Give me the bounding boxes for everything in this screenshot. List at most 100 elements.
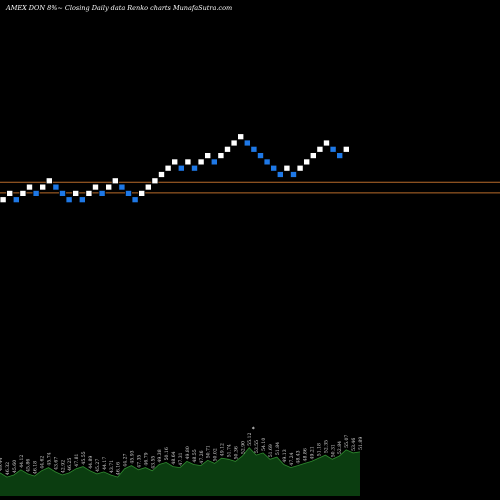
renko-bricks xyxy=(0,133,350,204)
renko-brick-up xyxy=(204,152,212,160)
volume-label: 46.32 xyxy=(5,462,11,475)
renko-brick-up xyxy=(0,196,7,204)
renko-brick-up xyxy=(72,189,80,197)
volume-label: 51.74 xyxy=(227,444,233,457)
volume-label: 43.67 xyxy=(53,457,59,470)
volume-area xyxy=(0,447,360,496)
renko-brick-up xyxy=(144,183,152,191)
volume-label: 47.24 xyxy=(289,452,295,465)
renko-brick-up xyxy=(39,183,47,191)
renko-brick-down xyxy=(125,189,133,197)
renko-brick-down xyxy=(336,152,344,160)
renko-brick-up xyxy=(223,145,231,153)
renko-brick-up xyxy=(151,177,159,185)
renko-brick-up xyxy=(197,158,205,166)
volume-label: 55.07 xyxy=(344,435,350,448)
renko-brick-down xyxy=(52,183,60,191)
volume-label: 54.10 xyxy=(261,438,267,451)
volume-label: 50.71 xyxy=(206,445,212,458)
volume-label: 50.02 xyxy=(213,448,219,461)
volume-label: 45.74 xyxy=(47,452,53,465)
volume-label: 45.55 xyxy=(81,451,87,464)
volume-label: 51.69 xyxy=(268,444,274,457)
renko-brick-down xyxy=(65,196,73,204)
volume-label: 51.18 xyxy=(317,443,323,456)
volume-label: 44.89 xyxy=(88,456,94,469)
renko-brick-down xyxy=(177,164,185,172)
renko-brick-down xyxy=(190,164,198,172)
volume-label: 46.16 xyxy=(116,462,122,475)
renko-brick-up xyxy=(19,189,27,197)
volume-label: 48.43 xyxy=(296,450,302,463)
volume-label: 50.36 xyxy=(233,446,239,459)
volume-label: 49.12 xyxy=(220,443,226,456)
volume-label: 47.31 xyxy=(178,452,184,465)
renko-brick-up xyxy=(6,189,14,197)
renko-brick-up xyxy=(342,145,350,153)
volume-label: 46.25 xyxy=(67,458,73,471)
renko-brick-down xyxy=(250,145,258,153)
renko-brick-down xyxy=(243,139,251,147)
volume-label: 53.55 xyxy=(254,440,260,453)
renko-brick-down xyxy=(289,171,297,178)
renko-brick-up xyxy=(283,164,291,172)
volume-label: 47.35 xyxy=(137,455,143,468)
renko-brick-up xyxy=(111,177,119,185)
renko-brick-down xyxy=(210,158,218,166)
volume-label: 48.55 xyxy=(192,449,198,462)
renko-brick-down xyxy=(78,196,86,204)
volume-label: 49.21 xyxy=(310,446,316,459)
volume-label: 49.13 xyxy=(282,449,288,462)
volume-label: 53.46 xyxy=(351,438,357,451)
renko-brick-up xyxy=(303,158,311,166)
volume-label: 46.18 xyxy=(33,461,39,474)
renko-brick-down xyxy=(329,145,337,153)
renko-brick-up xyxy=(85,189,93,197)
renko-brick-up xyxy=(217,152,225,160)
volume-label: 44.27 xyxy=(123,453,129,466)
volume-label: 45.86 xyxy=(26,459,32,472)
renko-brick-up xyxy=(237,133,245,141)
renko-brick-up xyxy=(138,189,146,197)
volume-label: 42.92 xyxy=(60,460,66,473)
renko-brick-down xyxy=(131,196,139,204)
renko-brick-up xyxy=(45,177,53,185)
renko-brick-up xyxy=(105,183,113,191)
renko-brick-down xyxy=(270,164,278,172)
renko-brick-down xyxy=(59,189,67,197)
reference-lines xyxy=(0,181,500,194)
volume-label: 45.27 xyxy=(95,459,101,472)
volume-label: 52.35 xyxy=(323,440,329,453)
volume-label: 49.38 xyxy=(157,449,163,462)
volume-label: 46.79 xyxy=(143,452,149,465)
renko-brick-up xyxy=(171,158,179,166)
volume-label: 43.71 xyxy=(109,460,115,473)
volume-label: 45.93 xyxy=(130,450,136,463)
volume-label: 49.80 xyxy=(185,446,191,459)
volume-label: 51.89 xyxy=(358,437,364,450)
renko-brick-up xyxy=(230,139,238,147)
renko-brick-down xyxy=(256,152,264,160)
peak-marker: * xyxy=(252,426,255,433)
volume-label: 43.55 xyxy=(150,456,156,469)
renko-brick-down xyxy=(276,171,284,178)
volume-line xyxy=(0,447,361,478)
volume-label: 50.16 xyxy=(164,447,170,460)
renko-brick-up xyxy=(164,164,172,172)
volume-label: 52.84 xyxy=(337,441,343,454)
volume-label: 52.90 xyxy=(240,441,246,454)
renko-brick-down xyxy=(12,196,20,204)
volume-label: 49.44 xyxy=(0,458,4,471)
volume-panel xyxy=(0,447,361,496)
renko-brick-down xyxy=(263,158,271,166)
renko-brick-down xyxy=(118,183,126,191)
renko-brick-down xyxy=(98,189,106,197)
volume-label: 55.12 xyxy=(247,432,253,445)
volume-label: 48.64 xyxy=(171,451,177,464)
renko-brick-up xyxy=(157,171,165,178)
renko-brick-up xyxy=(322,139,330,147)
renko-brick-up xyxy=(296,164,304,172)
renko-brick-up xyxy=(309,152,317,160)
